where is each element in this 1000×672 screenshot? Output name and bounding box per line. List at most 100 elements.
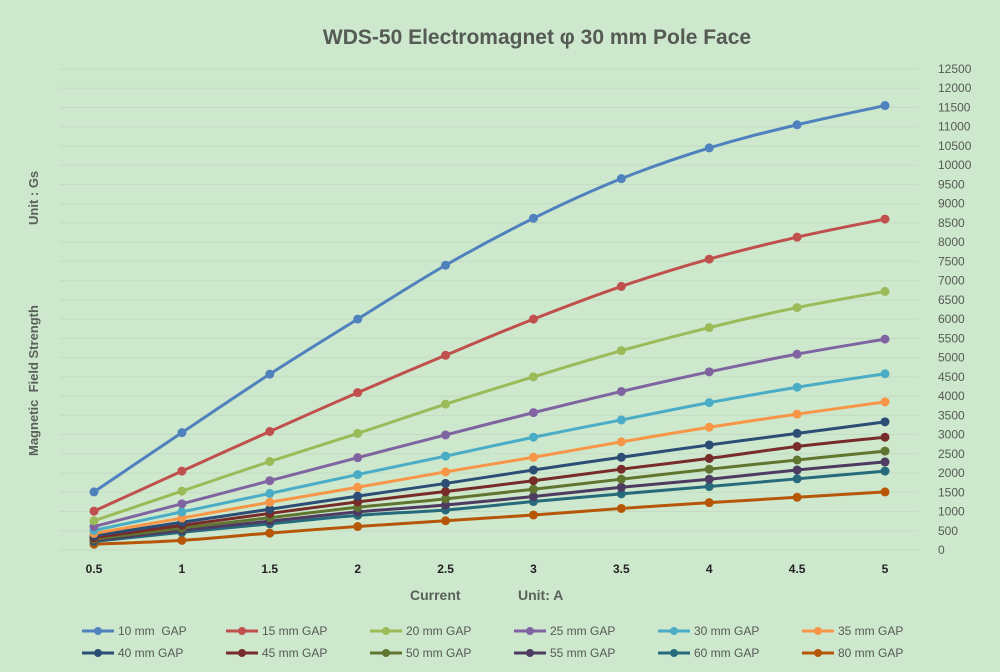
data-point [528,476,538,486]
data-point [616,489,626,499]
data-point [792,382,802,392]
data-point [441,516,451,526]
data-point [792,455,802,465]
x-tick-label: 3 [530,562,537,576]
x-tick-label: 4 [706,562,713,576]
y-tick-label: 3000 [938,428,965,442]
legend-item[interactable]: 30 mm GAP [658,624,759,638]
y-tick-label: 12500 [938,62,972,76]
data-point [792,303,802,313]
legend-swatch-marker [238,649,246,657]
data-point [441,451,451,461]
legend-label: 20 mm GAP [406,624,471,638]
legend-item[interactable]: 45 mm GAP [226,646,327,660]
series-line [93,449,886,541]
legend-item[interactable]: 50 mm GAP [370,646,471,660]
legend-item[interactable]: 60 mm GAP [658,646,759,660]
chart-title: WDS-50 Electromagnet φ 30 mm Pole Face [323,26,751,49]
series-10-mm-gap [89,101,890,497]
series-line [93,372,886,532]
series-line [93,104,886,494]
legend-item[interactable]: 15 mm GAP [226,624,327,638]
x-axis-label: Current [410,587,461,603]
legend-label: 30 mm GAP [694,624,759,638]
y-tick-label: 500 [938,524,958,538]
y-tick-label: 8500 [938,216,965,230]
series-30-mm-gap [89,369,890,535]
series-line [93,400,886,535]
y-tick-label: 9000 [938,197,965,211]
data-point [89,516,99,526]
data-point [704,254,714,264]
data-point [441,478,451,488]
x-tick-label: 1 [179,562,186,576]
data-point [792,474,802,484]
y-tick-label: 1000 [938,505,965,519]
legend-item[interactable]: 10 mm GAP [82,624,187,638]
x-tick-label: 1.5 [261,562,278,576]
legend-item[interactable]: 20 mm GAP [370,624,471,638]
y-axis-unit: Unit : Gs [26,171,41,225]
data-point [89,506,99,516]
data-point [441,487,451,497]
legend-item[interactable]: 25 mm GAP [514,624,615,638]
legend-label: 55 mm GAP [550,646,615,660]
legend-swatch-marker [670,627,678,635]
y-tick-label: 2000 [938,466,965,480]
legend-label: 10 mm GAP [118,624,187,638]
y-tick-label: 12000 [938,81,972,95]
y-tick-label: 7500 [938,254,965,268]
y-tick-label: 5000 [938,351,965,365]
data-point [441,350,451,360]
data-point [353,314,363,324]
data-point [528,314,538,324]
data-point [265,476,275,486]
data-point [353,491,363,501]
series-group [89,101,890,549]
data-point [616,482,626,492]
legend-swatch-marker [94,649,102,657]
data-point [177,499,187,509]
legend-label: 25 mm GAP [550,624,615,638]
legend-item[interactable]: 80 mm GAP [802,646,903,660]
data-point [353,453,363,463]
legend-swatch-marker [814,649,822,657]
data-point [616,386,626,396]
data-point [177,428,187,438]
x-axis-ticks: 0.5 1 1.5 2 2.5 3 3.5 4 4.5 5 [86,562,889,576]
data-point [528,432,538,442]
data-point [441,399,451,409]
data-point [353,482,363,492]
y-tick-label: 4500 [938,370,965,384]
data-point [353,428,363,438]
legend-item[interactable]: 40 mm GAP [82,646,183,660]
data-point [177,535,187,545]
data-point [792,428,802,438]
legend-item[interactable]: 35 mm GAP [802,624,903,638]
y-tick-label: 8000 [938,235,965,249]
data-point [616,281,626,291]
x-tick-label: 2.5 [437,562,454,576]
data-point [441,260,451,270]
data-point [704,422,714,432]
y-tick-label: 1500 [938,485,965,499]
data-point [880,457,890,467]
data-point [353,522,363,532]
data-point [880,369,890,379]
data-point [265,369,275,379]
series-line [93,490,886,546]
data-point [528,465,538,475]
data-point [704,453,714,463]
data-point [792,465,802,475]
series-line [93,289,886,523]
legend-label: 80 mm GAP [838,646,903,660]
series-55-mm-gap [89,457,890,545]
data-point [880,432,890,442]
data-point [704,482,714,492]
data-point [265,528,275,538]
series-20-mm-gap [89,286,890,526]
data-point [616,452,626,462]
data-point [265,426,275,436]
legend-item[interactable]: 55 mm GAP [514,646,615,660]
x-tick-label: 5 [882,562,889,576]
